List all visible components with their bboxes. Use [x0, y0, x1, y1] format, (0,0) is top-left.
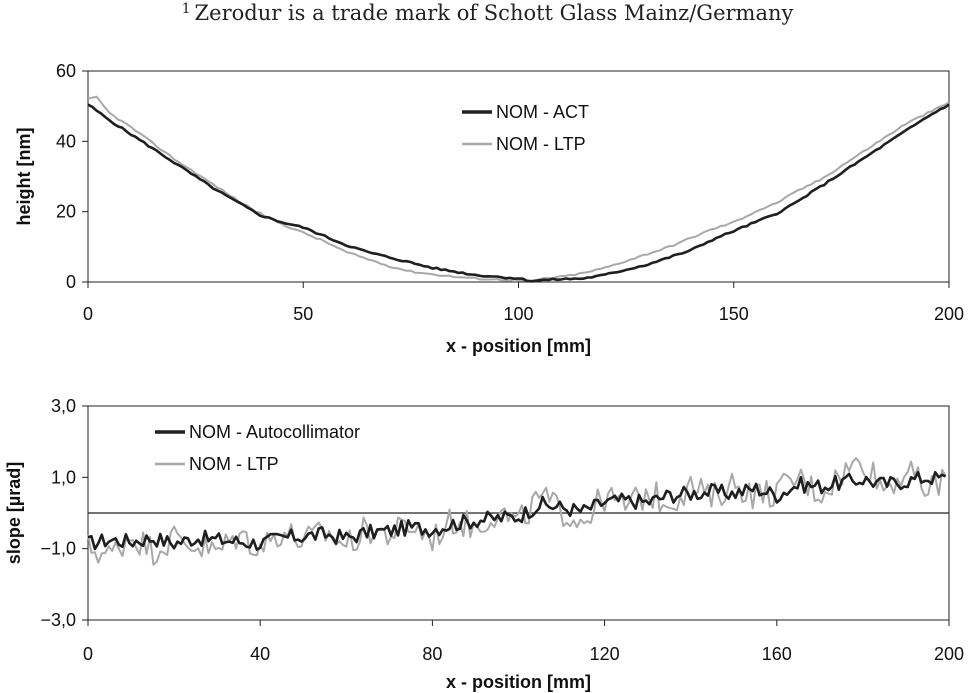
x-tick-label: 150	[719, 304, 749, 324]
legend-label-1: NOM - ACT	[496, 102, 589, 122]
y-tick-label: −3,0	[40, 610, 76, 630]
x-tick-label: 80	[422, 644, 442, 664]
x-tick-label: 0	[83, 304, 93, 324]
y-tick-label: 3,0	[51, 396, 76, 416]
series-line-1	[87, 470, 947, 551]
footnote: 1 Zerodur is a trade mark of Schott Glass…	[0, 0, 975, 34]
chart-panel-1: 0 20 40 60 0 50 100 150 200 x - position [mm] heig…	[14, 61, 964, 356]
series-line-2	[87, 95, 950, 282]
x-tick-label: 120	[590, 644, 620, 664]
y-axis-label: slope [µrad]	[4, 462, 24, 564]
legend-label-1: NOM - Autocollimator	[189, 422, 360, 442]
chart-panel-2: −3,0 −1,0 1,0 3,0 0 40 80 120 160 200 x - position…	[4, 396, 964, 692]
x-tick-label: 0	[83, 644, 93, 664]
series-line-2	[87, 457, 947, 566]
footnote-text: Zerodur is a trade mark of Schott Glass …	[194, 1, 794, 25]
x-tick-label: 200	[934, 304, 964, 324]
legend-label-2: NOM - LTP	[496, 134, 586, 154]
footnote-marker: 1	[181, 1, 191, 17]
y-tick-label: 1,0	[51, 467, 76, 487]
y-tick-label: 0	[66, 272, 76, 292]
x-tick-label: 40	[250, 644, 270, 664]
series-line-1	[87, 103, 950, 283]
x-tick-label: 160	[762, 644, 792, 664]
y-tick-label: 20	[56, 202, 76, 222]
x-axis-label: x - position [mm]	[446, 672, 591, 692]
x-tick-label: 100	[503, 304, 533, 324]
legend-label-2: NOM - LTP	[189, 454, 279, 474]
y-tick-label: 60	[56, 61, 76, 81]
x-tick-label: 200	[934, 644, 964, 664]
x-axis-label: x - position [mm]	[446, 336, 591, 356]
y-axis-label: height [nm]	[14, 128, 34, 226]
y-tick-label: 40	[56, 131, 76, 151]
y-tick-label: −1,0	[40, 539, 76, 559]
x-tick-label: 50	[293, 304, 313, 324]
